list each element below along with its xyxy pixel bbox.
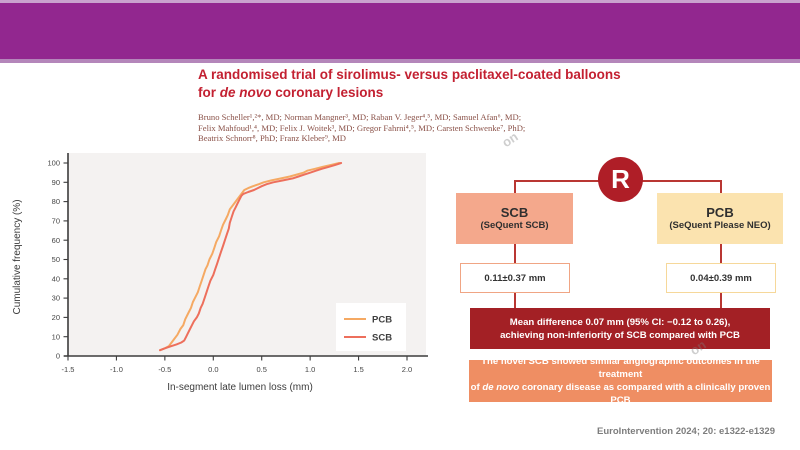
cdf-chart: 0 10 20 30 40 50 60 70 80 90 100 -1.5 -1.0 -0.5 0.0 0.5… <box>12 153 428 393</box>
y-tick-label: 30 <box>52 294 60 303</box>
title-italic-de-novo: de novo <box>219 84 272 100</box>
x-tick-label: 1.5 <box>353 365 363 374</box>
banner-top-strip <box>0 0 800 3</box>
x-tick-label: 1.0 <box>305 365 315 374</box>
y-axis-title: Cumulative frequency (%) <box>12 199 23 314</box>
citation: EuroIntervention 2024; 20: e1322-e1329 <box>597 426 775 437</box>
y-tick-label: 90 <box>52 178 60 187</box>
title-line-2: for de novo coronary lesions <box>198 84 384 100</box>
y-tick-label: 50 <box>52 255 60 264</box>
conclusion-box: The novel SCB showed similar angiographi… <box>469 356 772 406</box>
y-tick-label: 0 <box>56 352 60 361</box>
connector-line <box>514 244 516 264</box>
y-tick-label: 70 <box>52 217 60 226</box>
banner-bottom-strip <box>0 59 800 63</box>
connector-line <box>720 244 722 264</box>
legend-box <box>336 303 406 351</box>
connector-line <box>514 292 516 309</box>
result-line-1: Mean difference 0.07 mm (95% CI: −0.12 t… <box>509 316 731 328</box>
series-line-pcb <box>159 162 341 352</box>
x-tick-label: -1.0 <box>110 365 123 374</box>
result-box: Mean difference 0.07 mm (95% CI: −0.12 t… <box>470 308 770 349</box>
scb-arm-box: SCB (SeQuent SCB) <box>456 193 573 244</box>
connector-line <box>720 292 722 309</box>
journal-banner <box>0 0 800 63</box>
scb-arm-name: SCB <box>500 205 529 220</box>
y-tick-label: 10 <box>52 332 60 341</box>
conclusion-line-2: of de novo coronary disease as compared … <box>470 382 771 406</box>
conclusion-italic-de-novo: de novo <box>482 382 520 393</box>
x-tick-label: 0.5 <box>256 365 266 374</box>
title-line-1: A randomised trial of sirolimus- versus … <box>198 67 621 82</box>
x-tick-label: -0.5 <box>158 365 171 374</box>
y-tick-label: 100 <box>47 159 60 168</box>
randomization-icon: R <box>598 157 643 202</box>
y-tick-label: 40 <box>52 274 60 283</box>
legend-label-scb: SCB <box>372 332 392 343</box>
scb-arm-device: (SeQuent SCB) <box>480 220 549 231</box>
x-tick-label: 2.0 <box>402 365 412 374</box>
pcb-arm-device: (SeQuent Please NEO) <box>669 220 771 231</box>
x-tick-label: 0.0 <box>208 365 218 374</box>
series-line-scb <box>159 162 343 352</box>
conclusion-line-1: The novel SCB showed similar angiographi… <box>481 356 760 380</box>
legend-label-pcb: PCB <box>372 314 392 325</box>
x-axis-title: In-segment late lumen loss (mm) <box>167 382 313 393</box>
scb-value-box: 0.11±0.37 mm <box>460 263 570 293</box>
author-line-1: Bruno Scheller¹,²*, MD; Norman Mangner³,… <box>198 112 522 122</box>
connector-line <box>720 180 722 194</box>
pcb-value-box: 0.04±0.39 mm <box>666 263 776 293</box>
page-title: A randomised trial of sirolimus- versus … <box>198 66 783 101</box>
pcb-arm-name: PCB <box>706 205 734 220</box>
axis-lines <box>64 153 428 357</box>
x-tick-label: -1.5 <box>62 365 75 374</box>
result-line-2: achieving non-inferiority of SCB compare… <box>500 329 740 341</box>
connector-line <box>514 180 516 194</box>
y-tick-label: 80 <box>52 197 60 206</box>
y-tick-label: 20 <box>52 313 60 322</box>
author-list: Bruno Scheller¹,²*, MD; Norman Mangner³,… <box>198 112 628 144</box>
author-line-2: Felix Mahfoud¹,⁴, MD; Felix J. Woitek³, … <box>198 122 526 133</box>
author-line-3: Beatrix Schnorr⁸, PhD; Franz Kleber⁹, MD <box>198 133 346 144</box>
y-tick-label: 60 <box>52 236 60 245</box>
pcb-arm-box: PCB (SeQuent Please NEO) <box>657 193 783 244</box>
